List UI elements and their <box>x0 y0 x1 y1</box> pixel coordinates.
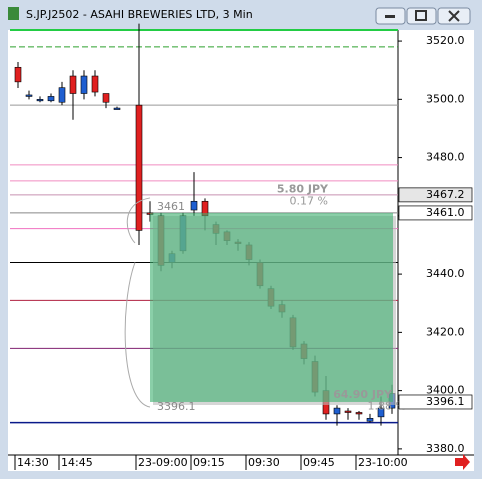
candle-body <box>355 412 363 415</box>
x-tick-label: 09:45 <box>303 456 335 469</box>
y-tick-label: 3520.0 <box>426 34 465 47</box>
minimize-icon <box>385 15 395 18</box>
candle-body <box>91 75 99 93</box>
candle-body <box>366 417 374 422</box>
candle-body <box>135 104 143 231</box>
candle-body <box>344 410 352 413</box>
y-tick-label: 3420.0 <box>426 325 465 338</box>
x-tick-label: 23-10:00 <box>358 456 408 469</box>
candle-body <box>333 407 341 415</box>
measure-to-label: 3396.1 <box>157 400 196 413</box>
x-tick-label: 09:30 <box>248 456 280 469</box>
measure-change: 64.90 JPY <box>333 388 393 401</box>
candle-body <box>113 107 121 110</box>
y-tick-label: 3440.0 <box>426 267 465 280</box>
price-tag <box>398 205 473 221</box>
measure-top-pct: 0.17 % <box>290 194 328 207</box>
candle-body <box>69 75 77 94</box>
x-tick-label: 23-09:00 <box>138 456 188 469</box>
candle-body <box>36 99 44 102</box>
measure-from-label: 3461 <box>157 200 185 213</box>
price-tag <box>398 394 473 410</box>
scroll-arrow[interactable] <box>455 454 470 470</box>
price-tag <box>398 187 473 203</box>
measure-pct: 1.88 % <box>368 400 406 413</box>
measure-box <box>150 212 393 402</box>
y-tick-label: 3400.0 <box>426 384 465 397</box>
maximize-icon <box>415 10 427 21</box>
candle-body <box>190 200 198 211</box>
candle-body <box>102 93 110 103</box>
window-buttons[interactable] <box>375 7 471 25</box>
candle-body <box>80 75 88 94</box>
close-icon <box>448 10 460 22</box>
candle-body <box>377 407 385 418</box>
x-tick-label: 09:15 <box>193 456 225 469</box>
candle-body <box>14 66 22 83</box>
candle-body <box>25 94 33 97</box>
x-tick-label: 14:45 <box>61 456 93 469</box>
measure-top-change: 5.80 JPY <box>277 183 329 196</box>
candle-body <box>58 87 66 103</box>
x-tick-label: 14:30 <box>17 456 49 469</box>
app-icon <box>8 7 19 20</box>
y-tick-label: 3480.0 <box>426 151 465 164</box>
y-tick-label: 3380.0 <box>426 442 465 455</box>
candle-body <box>47 96 55 102</box>
window-title: S.JP.J2502 - ASAHI BREWERIES LTD, 3 Min <box>26 8 253 21</box>
price-tag-label: 3461.0 <box>426 206 465 219</box>
measure-bracket <box>124 197 151 408</box>
maximize-button[interactable] <box>406 7 437 25</box>
y-tick-label: 3500.0 <box>426 92 465 105</box>
price-tag-label: 3467.2 <box>426 188 465 201</box>
price-tag-label: 3396.1 <box>426 395 465 408</box>
